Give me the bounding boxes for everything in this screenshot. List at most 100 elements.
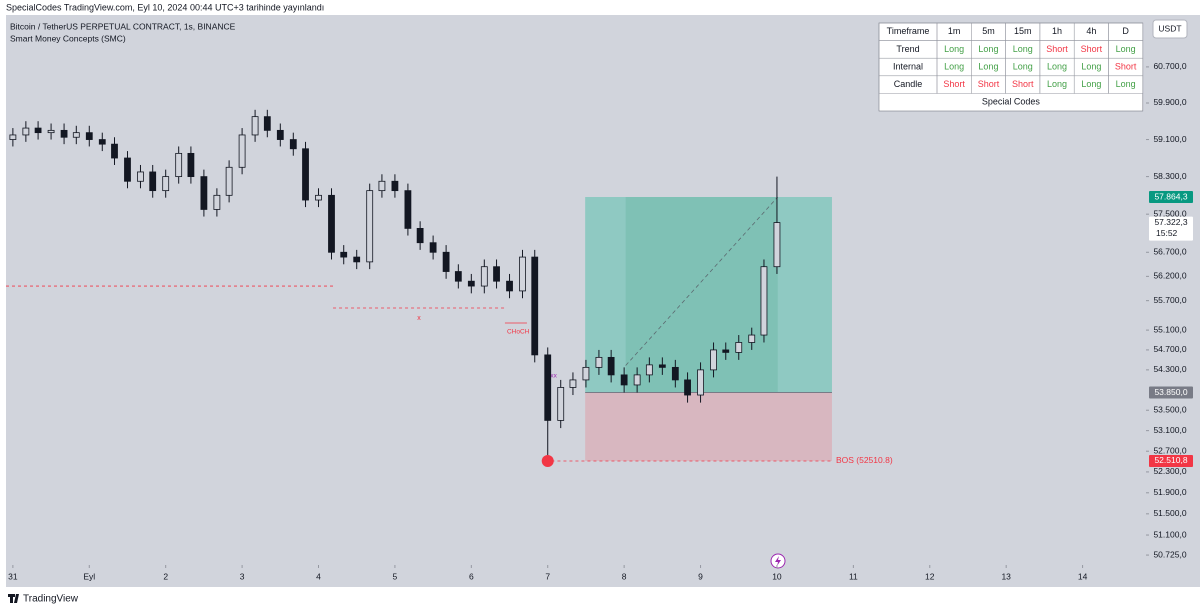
x-tick-label: 12 [925, 571, 935, 581]
signal: Short [1081, 44, 1103, 54]
y-tick-label: 52.700,0 [1153, 445, 1186, 455]
candle-body [531, 256, 539, 356]
countdown: 15:52 [1156, 228, 1178, 238]
table-header: 15m [1014, 26, 1032, 36]
table-header: 5m [982, 26, 995, 36]
candle-body [9, 134, 17, 140]
candle-body [111, 143, 118, 159]
currency-button[interactable] [1152, 19, 1188, 39]
y-tick-label: 51.100,0 [1153, 529, 1186, 539]
candle-body [149, 171, 157, 192]
bos-marker [541, 454, 554, 467]
candle-body [162, 176, 170, 192]
footer-bar [0, 588, 1200, 609]
triple-x: xxx [547, 373, 558, 380]
x-tick-label: 9 [698, 571, 703, 581]
candle-body [98, 139, 106, 145]
x-tick-label: 14 [1078, 571, 1088, 581]
candle-body [544, 354, 552, 421]
row-label: Trend [896, 44, 919, 54]
candle-body [353, 256, 361, 263]
brand-logo [8, 594, 19, 603]
table-bg [878, 22, 1144, 112]
candle-body [454, 271, 462, 282]
candle-body [302, 148, 309, 201]
candle-body [697, 369, 704, 396]
candle-body [684, 379, 691, 396]
x-tick-label: 7 [545, 571, 550, 581]
price-tag-label: 53.850,0 [1154, 387, 1187, 397]
candle-body [366, 190, 374, 263]
candle-body [569, 379, 577, 388]
candle-body [124, 157, 131, 182]
row-label: Candle [894, 79, 923, 89]
price-tag [1149, 454, 1193, 467]
y-tick-label: 56.200,0 [1153, 271, 1186, 281]
signal: Long [1081, 79, 1101, 89]
signal: Long [944, 61, 964, 71]
signal: Long [1013, 61, 1033, 71]
currency-label[interactable]: USDT [1158, 23, 1181, 33]
symbol-title: Bitcoin / TetherUS PERPETUAL CONTRACT, 1… [10, 21, 236, 31]
price-tag-label: 57.322,3 [1154, 217, 1187, 227]
candle-body [137, 171, 144, 182]
candle-body [85, 132, 93, 140]
y-tick-label: 52.300,0 [1153, 466, 1186, 476]
candle-body [773, 222, 781, 268]
bos-label: BOS (52510.8) [836, 455, 893, 465]
candle-body [722, 349, 730, 353]
trade-path [625, 196, 779, 366]
candle-body [340, 251, 348, 258]
y-tick-label: 54.300,0 [1153, 364, 1186, 374]
x-mark: x [417, 315, 421, 322]
candle-body [315, 194, 322, 201]
x-tick-label: 8 [622, 571, 627, 581]
candle-body [658, 364, 666, 368]
y-tick-label: 57.500,0 [1153, 208, 1186, 218]
candle-body [519, 256, 526, 292]
table-header: D [1122, 26, 1129, 36]
candle-body [187, 152, 195, 178]
candle-body [22, 127, 30, 136]
candle-body [480, 266, 488, 287]
candle-body [391, 180, 399, 192]
candle-body [251, 116, 259, 136]
candle-body [735, 342, 743, 353]
choch-label: CHoCH [507, 329, 530, 336]
y-tick-label: 55.100,0 [1153, 324, 1186, 334]
signal: Long [978, 44, 998, 54]
candle-body [467, 280, 475, 287]
candle-body [710, 349, 717, 371]
candle-body [557, 387, 565, 421]
candle-body [404, 190, 412, 229]
loss-zone [585, 392, 832, 461]
y-tick-label: 58.300,0 [1153, 171, 1186, 181]
x-tick-label: 5 [393, 571, 398, 581]
price-tag [1149, 216, 1193, 241]
signal: Long [1116, 79, 1136, 89]
candle-body [633, 374, 641, 386]
price-tag [1149, 191, 1193, 204]
event-bolt [775, 556, 781, 566]
candle-body [238, 134, 246, 168]
table-header: 1m [948, 26, 961, 36]
y-tick-label: 59.900,0 [1153, 97, 1186, 107]
candle-body [506, 280, 513, 292]
x-tick-label: Eyl [83, 571, 95, 581]
signal: Long [1116, 44, 1136, 54]
y-tick-label: 51.500,0 [1153, 508, 1186, 518]
signal: Short [1012, 79, 1034, 89]
candle-body [416, 228, 424, 244]
candle-body [429, 242, 437, 253]
signal: Short [943, 79, 965, 89]
candle-body [200, 176, 208, 210]
y-tick-label: 56.700,0 [1153, 247, 1186, 257]
candle-body [493, 266, 500, 282]
candle-body [378, 180, 386, 192]
signal: Long [978, 61, 998, 71]
y-tick-label: 55.700,0 [1153, 295, 1186, 305]
brand-name: TradingView [23, 594, 79, 605]
x-tick-label: 10 [772, 571, 782, 581]
candle-body [607, 356, 615, 376]
candle-body [225, 166, 233, 196]
